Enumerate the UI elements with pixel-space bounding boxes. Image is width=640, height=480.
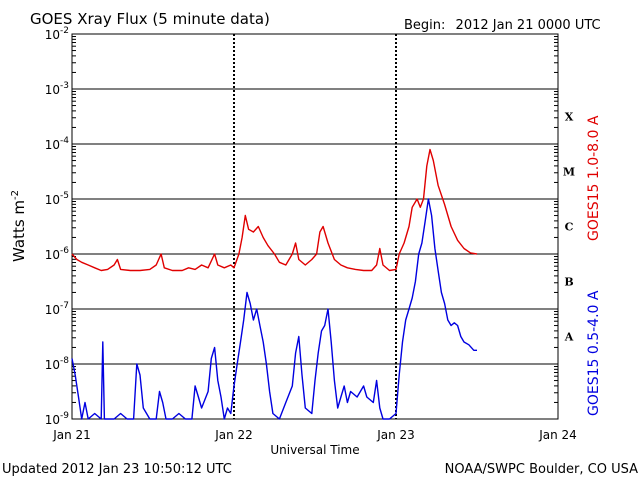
begin-date: 2012 Jan 21 0000 UTC [456,18,601,33]
updated-timestamp: Updated 2012 Jan 23 10:50:12 UTC [2,462,232,477]
svg-text:Watts m-2: Watts m-2 [10,190,28,262]
y-tick-label: 10-7 [45,301,69,317]
y-tick-label: 10-4 [45,136,70,152]
y-tick-label: 10-8 [45,356,70,372]
x-tick-label: Jan 24 [538,428,577,442]
y-tick-label: 10-6 [45,246,70,262]
y-tick-labels: 10-9 10-8 10-7 10-6 10-5 10-4 10-3 10-2 [45,26,70,427]
series-lines [71,148,478,420]
x-tick-labels: Jan 21 Jan 22 Jan 23 Jan 24 [52,428,577,442]
plot-frame [71,33,559,420]
grid-lines [72,36,558,403]
x-tick-label: Jan 21 [52,428,91,442]
chart-title: GOES Xray Flux (5 minute data) [30,10,270,28]
begin-label: Begin: 2012 Jan 21 0000 UTC [404,18,601,33]
day-divider-lines [233,34,397,419]
begin-label-prefix: Begin: [404,18,445,33]
y-tick-label: 10-5 [45,191,69,207]
y-axis-label-text: Watts m [10,200,28,262]
flare-class-C: C [565,221,574,234]
flare-class-B: B [564,276,573,289]
flare-class-X: X [565,111,574,124]
legend-long-wavelength: GOES15 1.0-8.0 A [586,115,602,241]
flare-class-labels: A B C M X [563,111,575,344]
y-tick-label: 10-2 [45,26,69,42]
x-tick-label: Jan 22 [214,428,253,442]
series-short-wavelength [71,198,477,420]
x-tick-label: Jan 23 [376,428,415,442]
credit-text: NOAA/SWPC Boulder, CO USA [445,462,638,477]
y-axis-label-exponent: -2 [10,190,21,200]
y-tick-label: 10-9 [45,411,70,427]
flare-class-A: A [564,331,574,344]
legend-short-wavelength: GOES15 0.5-4.0 A [586,290,602,416]
y-tick-label: 10-3 [45,81,69,97]
series-long-wavelength [71,148,478,272]
x-axis-label: Universal Time [270,443,359,457]
flare-class-M: M [563,166,575,179]
y-axis-label: Watts m-2 [10,190,28,262]
